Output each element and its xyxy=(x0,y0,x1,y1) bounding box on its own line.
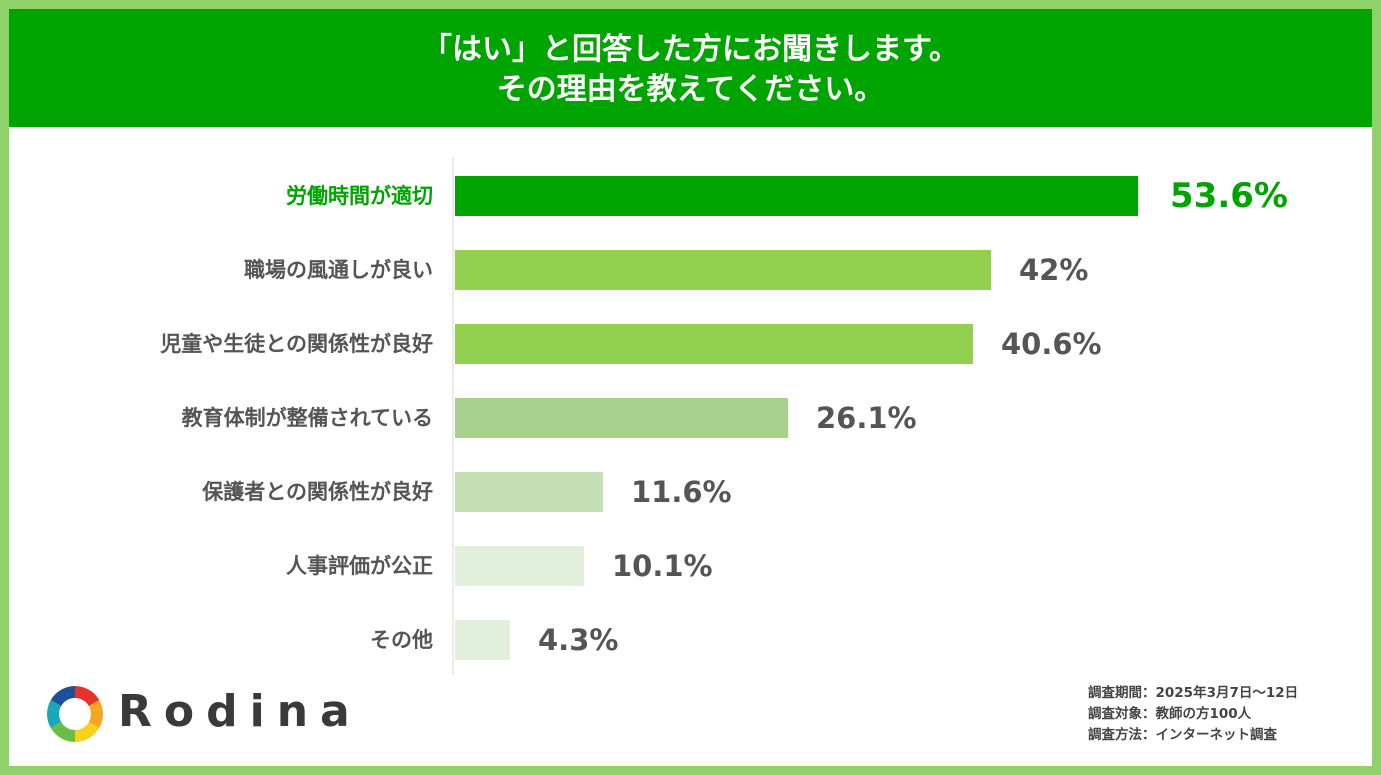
value-label: 11.6% xyxy=(631,475,732,509)
value-label: 42% xyxy=(1019,253,1089,287)
bar xyxy=(455,398,788,438)
value-label: 53.6% xyxy=(1170,176,1288,216)
survey-period: 調査期間：2025年3月7日～12日 xyxy=(1088,685,1299,701)
bar xyxy=(455,250,991,290)
bar xyxy=(455,620,510,660)
bar xyxy=(455,472,603,512)
category-label: 児童や生徒との関係性が良好 xyxy=(160,332,433,356)
survey-method: 調査方法：インターネット調査 xyxy=(1088,727,1277,743)
value-label: 26.1% xyxy=(816,401,917,435)
category-label: 人事評価が公正 xyxy=(286,554,433,578)
survey-target: 調査対象：教師の方100人 xyxy=(1088,706,1252,722)
value-label: 10.1% xyxy=(612,549,713,583)
header-line-2: その理由を教えてください。 xyxy=(496,72,885,107)
bar xyxy=(455,176,1138,216)
aperture-ring-icon xyxy=(47,686,103,742)
survey-info: 調査期間：2025年3月7日～12日 調査対象：教師の方100人 調査方法：イン… xyxy=(1088,683,1298,746)
category-label: その他 xyxy=(370,628,433,652)
category-label: 保護者との関係性が良好 xyxy=(202,480,433,504)
value-label: 4.3% xyxy=(538,623,619,657)
logo-text: Rodina xyxy=(118,686,362,737)
category-label: 労働時間が適切 xyxy=(286,184,433,208)
chart-header: 「はい」と回答した方にお聞きします。 その理由を教えてください。 xyxy=(9,9,1372,127)
bar xyxy=(455,546,584,586)
bar xyxy=(455,324,973,364)
category-label: 職場の風通しが良い xyxy=(244,258,433,282)
header-line-1: 「はい」と回答した方にお聞きします。 xyxy=(422,32,959,67)
category-label: 教育体制が整備されている xyxy=(181,406,433,430)
category-axis-line xyxy=(452,157,454,675)
value-label: 40.6% xyxy=(1001,327,1102,361)
